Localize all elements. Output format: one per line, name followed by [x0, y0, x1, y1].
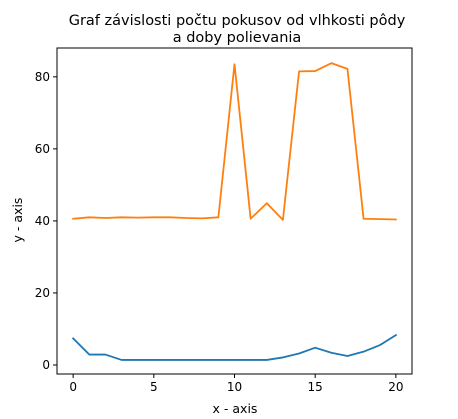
plot-frame: [56, 47, 413, 375]
x-tick-label: 0: [69, 380, 77, 394]
series-line-2: [72, 62, 397, 221]
x-axis-label: x - axis: [213, 401, 258, 416]
chart-title-line-1: Graf závislosti počtu pokusov od vlhkost…: [69, 13, 406, 29]
series-line-1: [71, 333, 398, 361]
y-tick-label: 20: [35, 286, 50, 300]
chart-title-line-2: a doby polievania: [173, 30, 302, 46]
y-tick-label: 60: [35, 142, 50, 156]
y-axis-label: y - axis: [10, 198, 25, 243]
x-tick-label: 15: [308, 380, 323, 394]
x-tick-label: 5: [150, 380, 158, 394]
x-tick-label: 20: [388, 380, 403, 394]
y-tick-label: 0: [42, 358, 50, 372]
x-tick-label: 10: [227, 380, 242, 394]
y-tick-label: 80: [35, 70, 50, 84]
plot-area: 0 5 10 15 20 0 20 40 60 80: [35, 47, 413, 394]
y-tick-label: 40: [35, 214, 50, 228]
